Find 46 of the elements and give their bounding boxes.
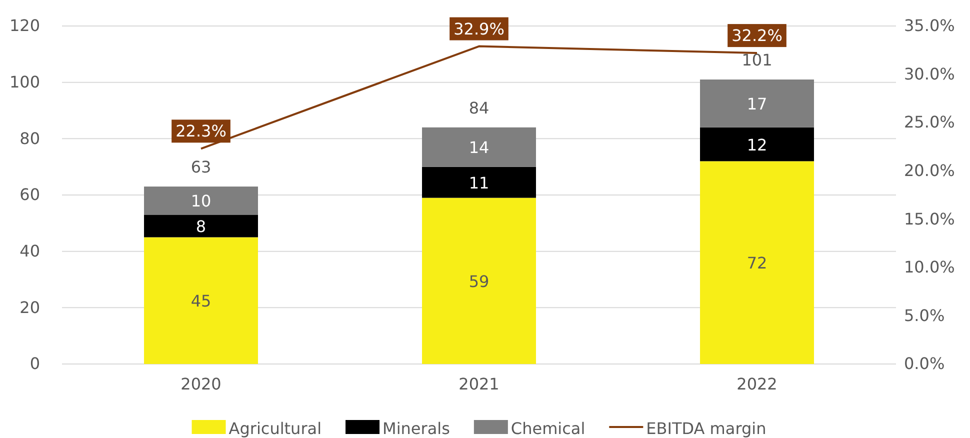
- y-tick-label: 60: [20, 185, 40, 204]
- data-label: 45: [190, 292, 212, 311]
- y-tick-label: 40: [20, 241, 40, 260]
- data-label: 17: [746, 94, 768, 114]
- y2-tick-label: 0.0%: [904, 354, 945, 374]
- x-tick-label: 2020: [180, 374, 222, 394]
- y2-tick-label: 15.0%: [904, 209, 955, 228]
- y-tick-label: 0: [30, 354, 40, 374]
- y-tick-label: 80: [20, 128, 40, 148]
- data-label: 22.3%: [176, 122, 226, 141]
- data-label: 10: [190, 192, 212, 211]
- legend-label: EBITDA margin: [646, 419, 766, 438]
- data-label: 11: [468, 173, 490, 192]
- y2-tick-label: 5.0%: [904, 306, 945, 325]
- total-label: 63: [190, 158, 212, 177]
- bar: [422, 198, 536, 364]
- legend-label: Minerals: [382, 419, 450, 438]
- y-tick-label: 120: [9, 16, 40, 36]
- y2-tick-label: 30.0%: [904, 64, 955, 84]
- data-label: 59: [468, 272, 490, 291]
- data-label: 12: [746, 135, 768, 154]
- bar: [144, 214, 258, 238]
- total-label: 101: [742, 50, 772, 70]
- legend-label: Chemical: [510, 419, 586, 438]
- x-tick-label: 2022: [736, 374, 778, 394]
- bar: [144, 186, 258, 215]
- bar: [700, 80, 814, 128]
- y-tick-label: 20: [20, 298, 40, 317]
- bar: [422, 166, 536, 198]
- x-tick-label: 2021: [458, 374, 500, 394]
- bar: [700, 161, 814, 364]
- y2-tick-label: 20.0%: [904, 160, 955, 180]
- y-tick-label: 100: [9, 72, 40, 92]
- bar: [144, 237, 258, 364]
- y2-tick-label: 10.0%: [904, 258, 955, 277]
- data-label: 72: [746, 254, 768, 273]
- data-label: 32.9%: [454, 19, 504, 38]
- data-label: 32.2%: [732, 26, 782, 46]
- data-label: 8: [196, 216, 206, 236]
- data-label: 14: [468, 138, 490, 158]
- total-label: 84: [468, 98, 490, 118]
- y2-tick-label: 35.0%: [904, 16, 955, 36]
- y2-tick-label: 25.0%: [904, 112, 955, 132]
- bar: [700, 127, 814, 162]
- legend-label: Agricultural: [228, 419, 322, 438]
- bar: [422, 127, 536, 167]
